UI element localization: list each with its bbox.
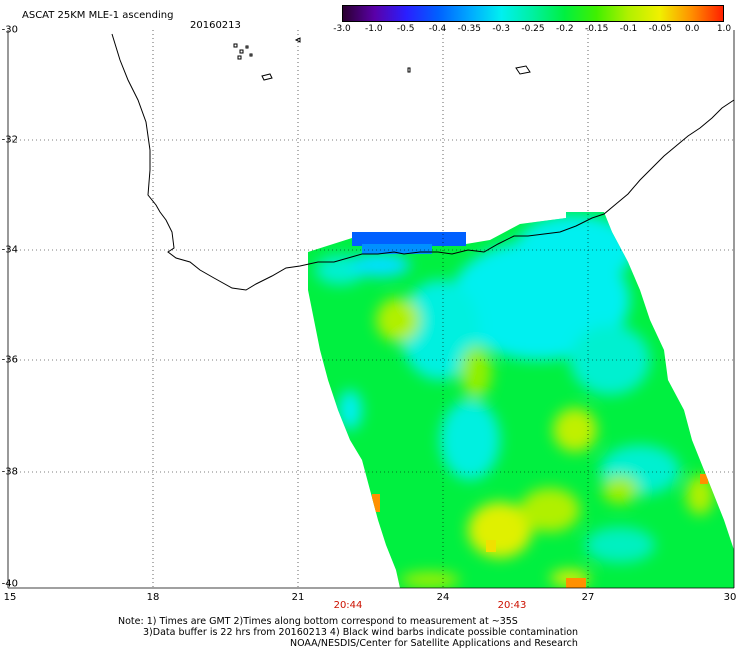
time-label: 20:44 bbox=[333, 600, 363, 611]
note-line-2: 3)Data buffer is 22 hrs from 20160213 4)… bbox=[143, 627, 579, 638]
colorbar-tick-labels: -3.0 -1.0 -0.5 -0.4 -0.35 -0.3 -0.25 -0.2 -0.15-… bbox=[0, 24, 740, 38]
map-frame bbox=[7, 30, 735, 589]
graticule bbox=[8, 30, 734, 588]
x-label: 18 bbox=[146, 592, 160, 603]
map-date: 20160213 bbox=[190, 20, 241, 31]
time-label: 20:43 bbox=[497, 600, 527, 611]
colorbar-tick-label: 1.0 bbox=[716, 24, 732, 34]
x-label: 30 bbox=[723, 592, 737, 603]
swath-field bbox=[315, 215, 714, 588]
y-label: -38 bbox=[1, 466, 18, 478]
y-label: -32 bbox=[1, 134, 18, 146]
colorbar-tick-label: -0.15 bbox=[585, 24, 609, 34]
y-label: -40 bbox=[1, 578, 18, 590]
map-title: ASCAT 25KM MLE-1 ascending bbox=[22, 10, 174, 21]
colorbar-tick-label: -1.0 bbox=[365, 24, 383, 34]
colorbar-tick-label: -3.0 bbox=[333, 24, 351, 34]
wind-swath bbox=[308, 212, 734, 588]
colorbar-tick-label: -0.2 bbox=[556, 24, 574, 34]
colorbar bbox=[342, 5, 724, 22]
note-line-3: NOAA/NESDIS/Center for Satellite Applica… bbox=[290, 638, 578, 649]
colorbar-tick-label: 0.0 bbox=[684, 24, 700, 34]
colorbar-tick-label: -0.4 bbox=[428, 24, 447, 34]
coastal-blue-band bbox=[352, 232, 466, 246]
y-label: -36 bbox=[1, 354, 18, 366]
coastline bbox=[111, 33, 735, 291]
x-label: 24 bbox=[436, 592, 450, 603]
colorbar-tick-label: -0.35 bbox=[457, 24, 481, 34]
y-label: -34 bbox=[1, 244, 18, 256]
colorbar-tick-label: -0.3 bbox=[492, 24, 510, 34]
x-label: 21 bbox=[291, 592, 305, 603]
x-label: 15 bbox=[3, 592, 17, 603]
colorbar-tick-label: -0.25 bbox=[521, 24, 545, 34]
colorbar-tick-label: -0.1 bbox=[619, 24, 638, 34]
colorbar-tick-label: -0.5 bbox=[396, 24, 415, 34]
note-line-1: Note: 1) Times are GMT 2)Times along bot… bbox=[118, 616, 518, 627]
y-label: -30 bbox=[1, 24, 18, 36]
islands bbox=[233, 37, 531, 81]
x-label: 27 bbox=[581, 592, 595, 603]
orange-spot bbox=[372, 494, 380, 512]
colorbar-tick-label: -0.05 bbox=[648, 24, 672, 34]
